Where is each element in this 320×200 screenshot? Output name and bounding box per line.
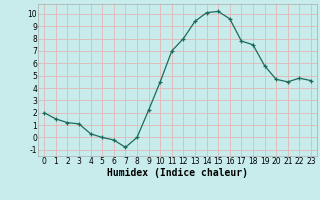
X-axis label: Humidex (Indice chaleur): Humidex (Indice chaleur)	[107, 168, 248, 178]
